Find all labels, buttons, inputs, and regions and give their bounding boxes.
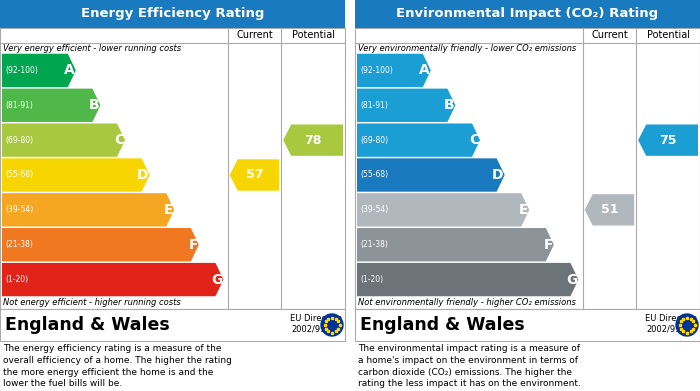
Text: E: E [519,203,528,217]
Polygon shape [357,89,456,122]
Text: Potential: Potential [292,30,335,41]
Polygon shape [2,54,76,87]
Polygon shape [357,193,529,226]
Text: 75: 75 [659,134,677,147]
Text: (55-68): (55-68) [360,170,388,179]
Text: (55-68): (55-68) [5,170,33,179]
Text: Very energy efficient - lower running costs: Very energy efficient - lower running co… [3,44,181,53]
Text: D: D [492,168,503,182]
Text: Environmental Impact (CO₂) Rating: Environmental Impact (CO₂) Rating [396,7,659,20]
Polygon shape [230,159,279,191]
Text: 57: 57 [246,169,263,181]
Text: Not environmentally friendly - higher CO₂ emissions: Not environmentally friendly - higher CO… [358,298,576,307]
Polygon shape [357,124,480,157]
Bar [0,28,345,309]
Text: 51: 51 [601,203,618,216]
Text: (39-54): (39-54) [360,205,389,214]
Polygon shape [357,228,554,262]
Polygon shape [357,54,430,87]
Text: E: E [164,203,173,217]
Polygon shape [2,158,150,192]
Text: B: B [89,98,99,112]
Bar [355,309,700,341]
Bar [355,0,700,28]
Text: 78: 78 [304,134,322,147]
Text: Energy Efficiency Rating: Energy Efficiency Rating [80,7,264,20]
Bar [0,0,345,28]
Text: G: G [211,273,223,287]
Text: England & Wales: England & Wales [360,316,525,334]
Text: EU Directive
2002/91/EC: EU Directive 2002/91/EC [645,314,697,334]
Bar [0,309,345,341]
Text: England & Wales: England & Wales [5,316,169,334]
Text: C: C [114,133,124,147]
Text: A: A [64,63,75,77]
Text: The environmental impact rating is a measure of
a home's impact on the environme: The environmental impact rating is a mea… [358,344,581,388]
Polygon shape [357,263,578,296]
Polygon shape [2,193,174,226]
Text: B: B [444,98,454,112]
Bar [355,28,700,309]
Text: (1-20): (1-20) [360,275,383,284]
Text: (1-20): (1-20) [5,275,28,284]
Text: C: C [469,133,479,147]
Circle shape [676,314,698,336]
Text: EU Directive
2002/91/EC: EU Directive 2002/91/EC [290,314,342,334]
Text: Current: Current [591,30,628,41]
Text: D: D [137,168,148,182]
Text: Potential: Potential [647,30,690,41]
Text: (69-80): (69-80) [360,136,388,145]
Text: (69-80): (69-80) [5,136,33,145]
Text: (92-100): (92-100) [360,66,393,75]
Text: The energy efficiency rating is a measure of the
overall efficiency of a home. T: The energy efficiency rating is a measur… [3,344,232,388]
Polygon shape [357,158,505,192]
Circle shape [321,314,343,336]
Polygon shape [2,89,100,122]
Text: Very environmentally friendly - lower CO₂ emissions: Very environmentally friendly - lower CO… [358,44,576,53]
Text: (92-100): (92-100) [5,66,38,75]
Text: (21-38): (21-38) [5,240,33,249]
Text: F: F [543,238,553,252]
Polygon shape [584,194,634,226]
Polygon shape [284,124,343,156]
Text: Not energy efficient - higher running costs: Not energy efficient - higher running co… [3,298,181,307]
Text: (81-91): (81-91) [360,101,388,110]
Text: Current: Current [236,30,273,41]
Text: (39-54): (39-54) [5,205,34,214]
Text: (81-91): (81-91) [5,101,33,110]
Text: A: A [419,63,430,77]
Polygon shape [638,124,698,156]
Polygon shape [2,228,199,262]
Text: F: F [188,238,198,252]
Text: G: G [566,273,578,287]
Text: (21-38): (21-38) [360,240,388,249]
Polygon shape [2,263,223,296]
Polygon shape [2,124,125,157]
